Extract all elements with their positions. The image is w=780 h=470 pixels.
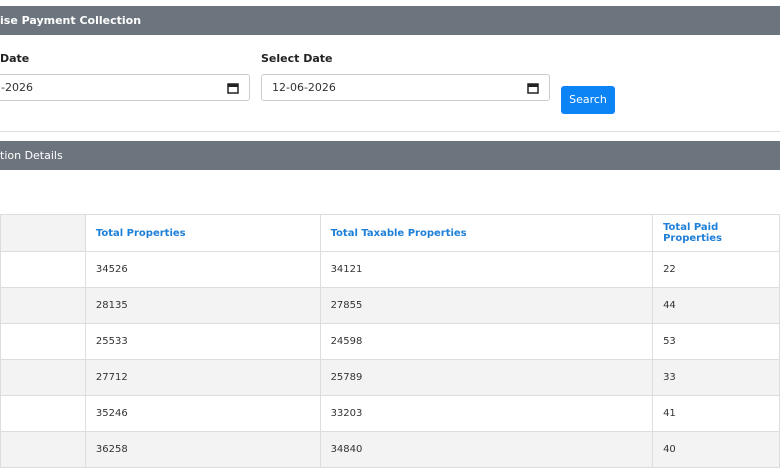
cell: 53 — [652, 323, 780, 360]
cell — [0, 251, 86, 288]
table-row: 28135 27855 44 — [0, 287, 780, 324]
to-value: 12-06-2026 — [272, 81, 336, 94]
cell — [0, 287, 86, 324]
panel — [0, 0, 780, 132]
column-header: Total Paid Properties — [652, 214, 780, 252]
cell: 35246 — [84, 395, 321, 432]
header-cell — [0, 214, 86, 252]
cell — [0, 395, 86, 432]
cell: 27712 — [84, 359, 321, 396]
table-row: 25533 24598 53 — [0, 323, 780, 360]
to-label: Select Date — [261, 52, 333, 65]
table-row: 27712 25789 33 — [0, 359, 780, 396]
cell: 34121 — [319, 251, 654, 288]
cell: 36258 — [84, 431, 321, 468]
cell: 34840 — [319, 431, 654, 468]
table: Total Properties Total Taxable Properties… — [0, 214, 780, 468]
calendar-icon — [227, 83, 239, 94]
cell: 33203 — [319, 395, 654, 432]
cell: 25533 — [84, 323, 321, 360]
cell: 41 — [652, 395, 780, 432]
cell — [0, 323, 86, 360]
search-button[interactable]: Search — [561, 86, 615, 114]
cell: 44 — [652, 287, 780, 324]
cell: 27855 — [319, 287, 654, 324]
cell: 34526 — [84, 251, 321, 288]
column-header: Total Properties — [84, 214, 321, 252]
cell: 25789 — [319, 359, 654, 396]
details-header: tion Details — [0, 141, 780, 170]
cell: 40 — [652, 431, 780, 468]
cell: 28135 — [84, 287, 321, 324]
cell: 24598 — [319, 323, 654, 360]
cell: 22 — [652, 251, 780, 288]
cell — [0, 359, 86, 396]
to-input[interactable]: 12-06-2026 — [261, 74, 550, 101]
cell: 33 — [652, 359, 780, 396]
from-value: -2026 — [1, 81, 33, 94]
table-row: 36258 34840 40 — [0, 431, 780, 468]
calendar-icon — [527, 83, 539, 94]
from-input[interactable]: -2026 — [0, 74, 250, 101]
from-label: Date — [0, 52, 30, 65]
column-header: Total Taxable Properties — [319, 214, 654, 252]
table-row: 35246 33203 41 — [0, 395, 780, 432]
cell — [0, 431, 86, 468]
table-row: 34526 34121 22 — [0, 251, 780, 288]
panel-header: ise Payment Collection — [0, 6, 780, 35]
